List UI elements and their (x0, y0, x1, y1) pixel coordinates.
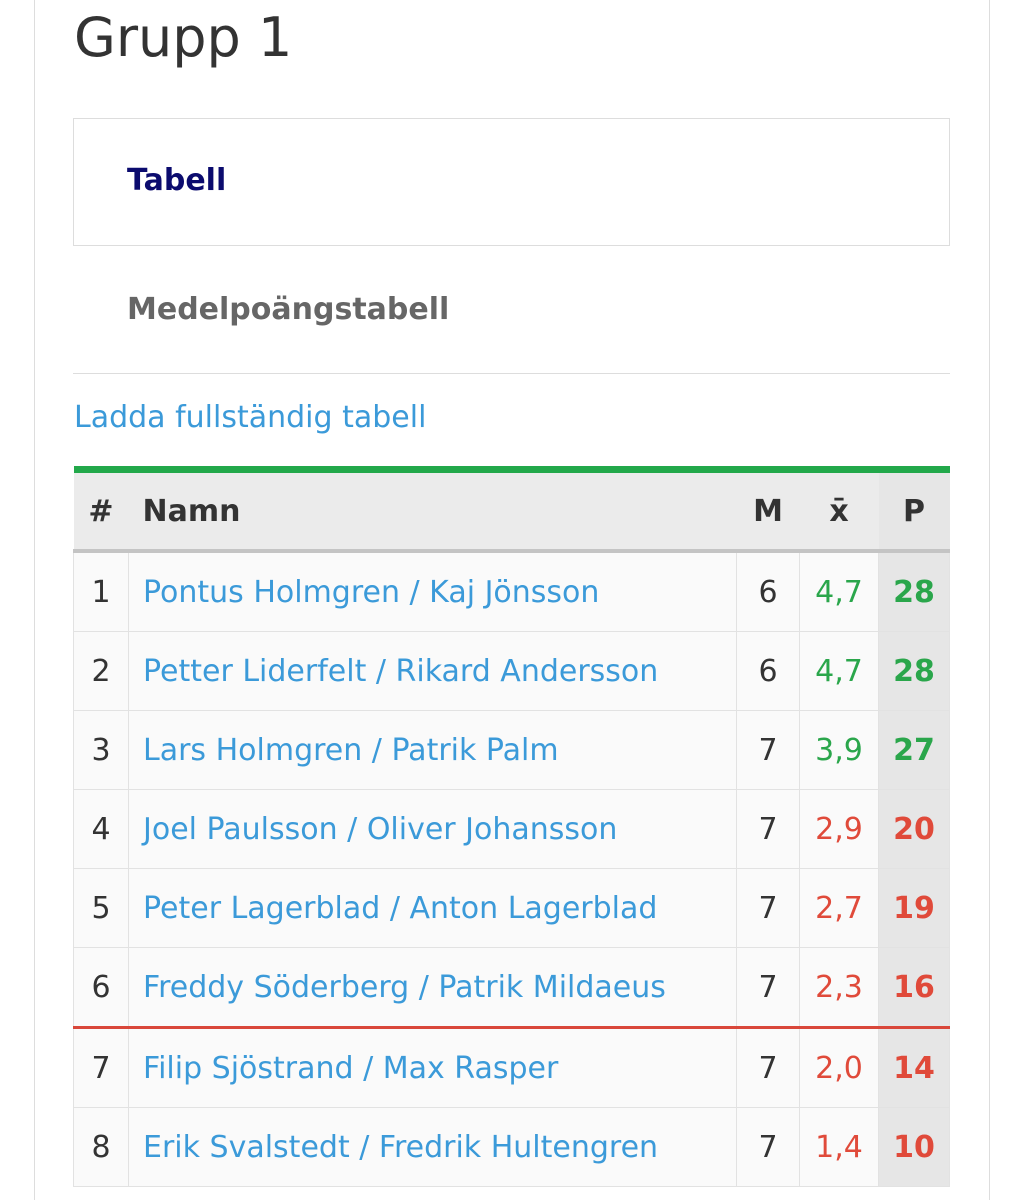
tab-active[interactable]: Tabell (73, 118, 950, 246)
table-row: 4 Joel Paulsson / Oliver Johansson 7 2,9 20 (73, 789, 950, 869)
table-row: 8 Erik Svalstedt / Fredrik Hultengren 7 1,4… (73, 1107, 950, 1187)
table-row: 5 Peter Lagerblad / Anton Lagerblad 7 2,7 19 (73, 868, 950, 948)
cell: 7 (736, 710, 800, 790)
column-header: M (736, 469, 800, 553)
column-header: x̄ (799, 469, 879, 553)
cell: 2,7 (799, 868, 879, 948)
cell: 3 (73, 710, 129, 790)
cell: 6 (736, 550, 800, 632)
cell: 6 (736, 631, 800, 711)
cell: 8 (73, 1107, 129, 1187)
cell: 7 (736, 1026, 800, 1108)
card (34, 0, 990, 1200)
cell: 2 (73, 631, 129, 711)
team-link[interactable]: Freddy Söderberg / Patrik Mildaeus (128, 947, 737, 1028)
table-row: 6 Freddy Söderberg / Patrik Mildaeus 7 2,3 1… (73, 947, 950, 1028)
team-link[interactable]: Erik Svalstedt / Fredrik Hultengren (128, 1107, 737, 1187)
cell: 7 (73, 1026, 129, 1108)
cell: 10 (878, 1107, 950, 1187)
cell: 2,9 (799, 789, 879, 869)
team-link[interactable]: Pontus Holmgren / Kaj Jönsson (128, 550, 737, 632)
cell: 1 (73, 550, 129, 632)
cell: 5 (73, 868, 129, 948)
cell: 28 (878, 631, 950, 711)
cell: 4,7 (799, 550, 879, 632)
cell: 4,7 (799, 631, 879, 711)
cell: 14 (878, 1026, 950, 1108)
team-link[interactable]: Lars Holmgren / Patrik Palm (128, 710, 737, 790)
cell: 1,4 (799, 1107, 879, 1187)
cell: 16 (878, 947, 950, 1028)
column-header: Namn (128, 469, 737, 553)
cell: 4 (73, 789, 129, 869)
column-header: # (73, 469, 129, 553)
cell: 7 (736, 1107, 800, 1187)
table-row: 7 Filip Sjöstrand / Max Rasper 7 2,0 14 (73, 1026, 950, 1108)
cell: 2,0 (799, 1026, 879, 1108)
table-row: 2 Petter Liderfelt / Rikard Andersson 6 4,7… (73, 631, 950, 711)
cell: 6 (73, 947, 129, 1028)
column-header: P (878, 469, 950, 553)
team-link[interactable]: Joel Paulsson / Oliver Johansson (128, 789, 737, 869)
table-row: 3 Lars Holmgren / Patrik Palm 7 3,9 27 (73, 710, 950, 790)
cell: 27 (878, 710, 950, 790)
cell: 28 (878, 550, 950, 632)
cell: 19 (878, 868, 950, 948)
tab-label[interactable]: Tabell (127, 163, 227, 198)
cell: 7 (736, 789, 800, 869)
tab-label[interactable]: Medelpoängstabell (127, 292, 450, 327)
team-link[interactable]: Petter Liderfelt / Rikard Andersson (128, 631, 737, 711)
load-link[interactable]: Ladda fullständig tabell (74, 400, 427, 435)
tab[interactable]: Medelpoängstabell (73, 248, 950, 374)
table-row: 1 Pontus Holmgren / Kaj Jönsson 6 4,7 28 (73, 550, 950, 632)
team-link[interactable]: Peter Lagerblad / Anton Lagerblad (128, 868, 737, 948)
cell: 2,3 (799, 947, 879, 1028)
cell: 20 (878, 789, 950, 869)
cell: 7 (736, 947, 800, 1028)
cell: 7 (736, 868, 800, 948)
cell: 3,9 (799, 710, 879, 790)
team-link[interactable]: Filip Sjöstrand / Max Rasper (128, 1026, 737, 1108)
page-title: Grupp 1 (74, 6, 293, 69)
